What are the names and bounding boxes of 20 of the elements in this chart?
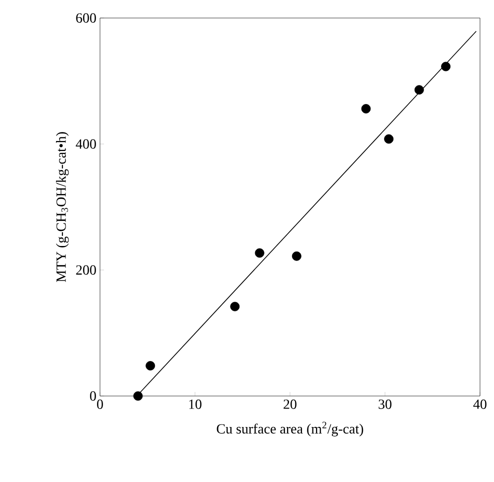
point: [254, 248, 264, 258]
point: [361, 104, 371, 114]
point: [133, 391, 143, 401]
point: [146, 361, 156, 370]
x-tick-label: 30: [378, 400, 392, 409]
y-tick-label: 200: [76, 265, 96, 275]
y-tick-label: 400: [76, 139, 96, 149]
point: [384, 134, 394, 144]
point: [292, 251, 302, 261]
x-axis-title: Cu surface area (m$^{2}$/g-cat): [216, 422, 364, 436]
point: [230, 302, 240, 312]
y-axis-title: MTY (g-CH$_{3}$OH/kg-cat•h): [56, 132, 69, 282]
y-tick-label: 0: [90, 391, 96, 401]
x-tick-label: 10: [189, 400, 202, 409]
x-tick-label: 20: [284, 400, 296, 409]
point: [441, 62, 450, 72]
y-tick-label: 600: [76, 13, 96, 23]
x-tick-label: 0: [97, 400, 103, 409]
x-tick-label: 40: [473, 400, 486, 409]
point: [414, 85, 424, 95]
